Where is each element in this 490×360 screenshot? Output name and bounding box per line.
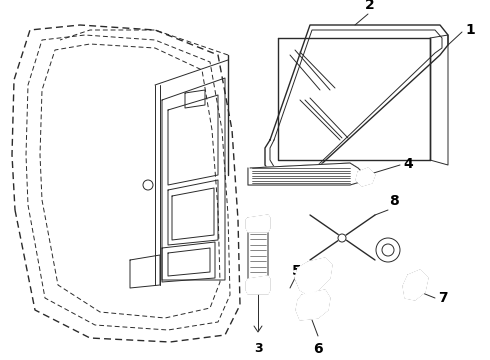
Circle shape xyxy=(338,234,346,242)
Polygon shape xyxy=(403,270,428,300)
Text: 4: 4 xyxy=(403,157,413,171)
Text: 3: 3 xyxy=(254,342,262,355)
Text: 6: 6 xyxy=(313,342,323,356)
Text: 5: 5 xyxy=(292,264,302,278)
Text: 1: 1 xyxy=(465,23,475,37)
Text: 2: 2 xyxy=(365,0,375,12)
Text: 7: 7 xyxy=(438,291,448,305)
Polygon shape xyxy=(296,290,330,320)
Polygon shape xyxy=(248,163,365,185)
Text: 8: 8 xyxy=(389,194,399,208)
Polygon shape xyxy=(246,276,270,294)
Polygon shape xyxy=(356,168,375,186)
Polygon shape xyxy=(246,215,270,232)
Polygon shape xyxy=(248,218,268,285)
Circle shape xyxy=(376,238,400,262)
Polygon shape xyxy=(295,258,332,295)
